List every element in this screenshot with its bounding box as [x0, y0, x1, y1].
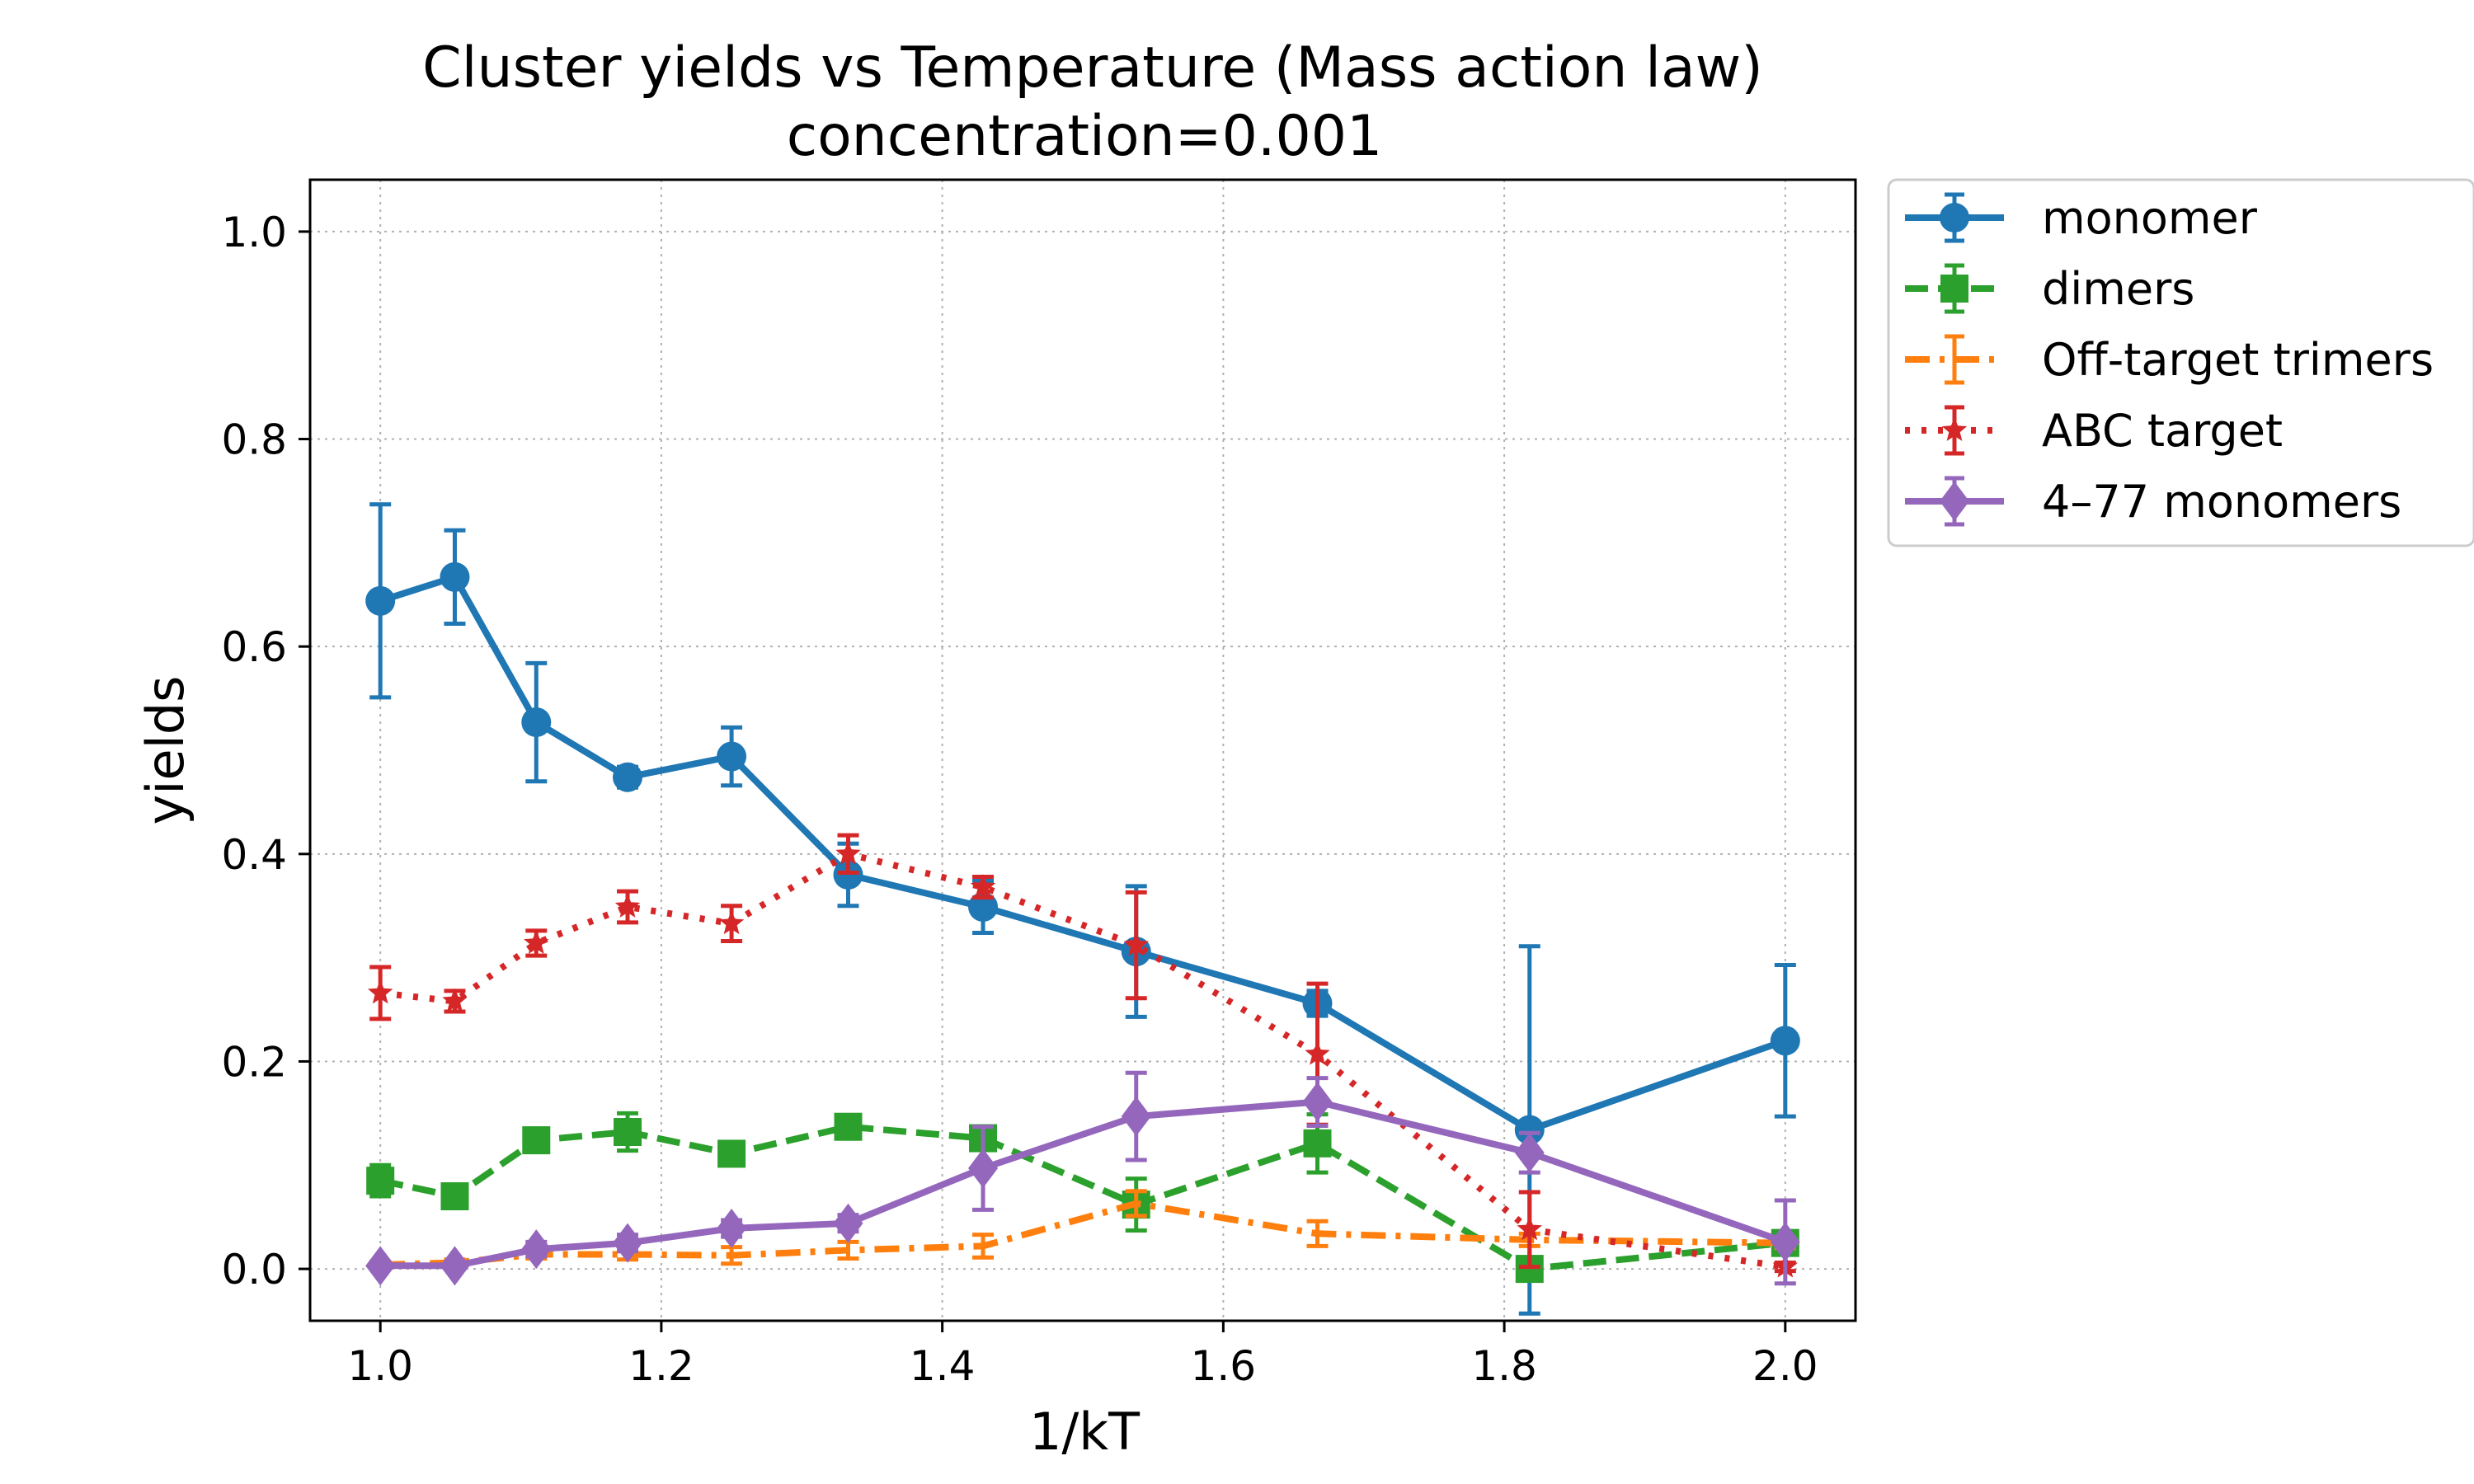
legend-item: monomer [1905, 192, 2258, 244]
x-tick-label: 1.8 [1471, 1342, 1537, 1390]
legend-label: ABC target [2042, 405, 2283, 457]
data-point [613, 1223, 643, 1263]
data-point [1305, 1040, 1330, 1065]
series-4-77-monomers [365, 1070, 1800, 1286]
data-point [1514, 1133, 1545, 1173]
legend-marker [1941, 417, 1968, 441]
data-point [521, 707, 552, 738]
series-line [379, 850, 1786, 1270]
y-tick-label: 1.0 [221, 209, 287, 256]
data-point [614, 1118, 642, 1147]
chart-title: Cluster yields vs Temperature (Mass acti… [422, 35, 1763, 101]
data-point [717, 1139, 746, 1168]
data-point [717, 741, 747, 772]
axis-ticks: 1.0 1.2 1.4 1.6 1.8 2.0 0.0 0.2 0.4 0.6 0.8 1.0 [221, 209, 1818, 1390]
data-point [1770, 1026, 1800, 1056]
data-point [834, 1112, 863, 1141]
data-point [1121, 1097, 1151, 1137]
y-tick-label: 0.0 [221, 1246, 287, 1294]
chart-subtitle: concentration=0.001 [787, 104, 1383, 169]
data-point [1514, 1115, 1545, 1145]
legend-item: Off-target trimers [1905, 334, 2434, 386]
data-point [613, 762, 643, 792]
legend-label: monomer [2042, 192, 2258, 244]
legend-marker [1940, 481, 1969, 521]
data-point [366, 1167, 395, 1195]
data-point [1123, 932, 1149, 956]
x-tick-label: 1.2 [628, 1342, 694, 1390]
legend-item: dimers [1905, 263, 2194, 315]
data-point [368, 979, 393, 1004]
data-point [1302, 1082, 1333, 1122]
data-point [1770, 1222, 1800, 1262]
data-point [521, 1229, 552, 1270]
x-tick-label: 1.0 [347, 1342, 413, 1390]
y-tick-label: 0.8 [221, 416, 287, 464]
y-tick-label: 0.2 [221, 1038, 287, 1086]
data-point [835, 840, 861, 865]
x-tick-label: 1.4 [910, 1342, 976, 1390]
data-point [968, 1148, 999, 1189]
data-point [718, 910, 745, 935]
data-point [717, 1209, 747, 1249]
legend-item: ABC target [1905, 405, 2283, 457]
x-tick-label: 2.0 [1752, 1342, 1818, 1390]
data-point [440, 1246, 470, 1286]
legend-item: 4–77 monomers [1905, 476, 2401, 528]
grid [310, 180, 1856, 1321]
series-abc-target [368, 833, 1798, 1278]
y-tick-label: 0.6 [221, 623, 287, 671]
data-point [440, 1182, 469, 1211]
data-point [442, 988, 468, 1012]
legend-label: 4–77 monomers [2042, 476, 2401, 528]
data-point [614, 894, 641, 918]
legend-marker [1940, 203, 1969, 232]
legend: monomer dimers Off-target trimers ABC targe… [1887, 178, 2474, 547]
data-point [833, 859, 863, 890]
x-tick-label: 1.6 [1191, 1342, 1257, 1390]
legend-box [1887, 178, 2474, 547]
series-off-target-trimers [369, 1189, 1796, 1270]
data-point [365, 585, 396, 616]
legend-marker [1940, 275, 1968, 303]
series-line [379, 1123, 1786, 1273]
data-point [524, 930, 549, 954]
series-monomer [365, 502, 1800, 1316]
data-point [365, 1246, 396, 1286]
y-tick-label: 0.4 [221, 831, 287, 879]
data-point [1303, 1129, 1332, 1158]
series-line [380, 1200, 1785, 1269]
data-point [1517, 1216, 1542, 1241]
series-layer [365, 502, 1800, 1316]
x-axis-label: 1/kT [1029, 1402, 1141, 1462]
legend-label: dimers [2042, 263, 2194, 315]
y-axis-label: yields [135, 676, 195, 825]
plot-frame [308, 178, 1857, 1322]
data-point [833, 1203, 863, 1243]
data-point [970, 874, 996, 898]
data-point [522, 1126, 551, 1155]
data-point [440, 561, 470, 592]
legend-label: Off-target trimers [2042, 334, 2434, 386]
